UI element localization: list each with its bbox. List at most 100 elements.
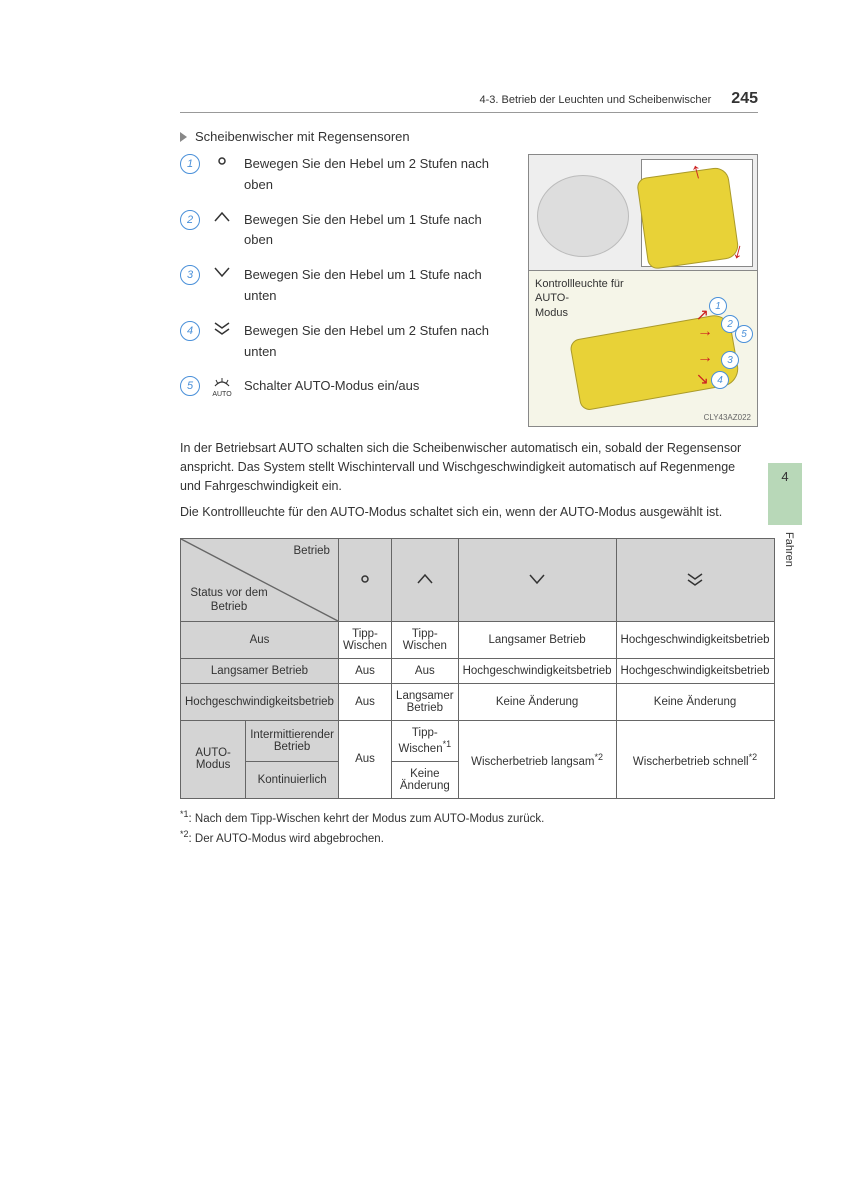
step-number-icon: 1 bbox=[180, 154, 200, 174]
lever-diagram: ↑ ↓ Kontrollleuchte für AUTO- Modus ↗ → … bbox=[528, 154, 758, 427]
footnote-mark: *2 bbox=[749, 752, 758, 762]
paragraph: Die Kontrollleuchte für den AUTO-Modus s… bbox=[180, 503, 758, 522]
diagram-marker: 3 bbox=[721, 351, 739, 369]
footnote-mark: *1 bbox=[180, 809, 189, 819]
diagram-marker: 4 bbox=[711, 371, 729, 389]
footnote-text: : Der AUTO-Modus wird abgebrochen. bbox=[189, 832, 384, 844]
description-paragraphs: In der Betriebsart AUTO schalten sich di… bbox=[180, 439, 758, 522]
diagram-code: CLY43AZ022 bbox=[704, 413, 751, 422]
content-row: 1 Bewegen Sie den Hebel um 2 Stufen nach… bbox=[180, 154, 758, 427]
arrow-icon: → bbox=[697, 323, 713, 341]
step-number-icon: 3 bbox=[180, 265, 200, 285]
arrow-icon: ↗ bbox=[696, 305, 709, 325]
table-row: Aus Tipp-Wischen Tipp-Wischen Langsamer … bbox=[181, 622, 775, 659]
lever-down-icon bbox=[210, 265, 234, 282]
col-header-icon bbox=[458, 539, 616, 622]
diagram-label: Kontrollleuchte für AUTO- Modus bbox=[535, 277, 624, 320]
manual-page: 4-3. Betrieb der Leuchten und Scheibenwi… bbox=[0, 0, 848, 1200]
cell-text: Wischerbetrieb langsam bbox=[471, 755, 594, 767]
table-diagonal-header: Betrieb Status vor dem Betrieb bbox=[181, 539, 339, 622]
section-title: 4-3. Betrieb der Leuchten und Scheibenwi… bbox=[480, 94, 712, 106]
step-number-icon: 4 bbox=[180, 321, 200, 341]
table-cell: Tipp-Wischen bbox=[392, 622, 459, 659]
col-header-icon bbox=[616, 539, 774, 622]
lever-shape bbox=[636, 166, 740, 270]
mode-table: Betrieb Status vor dem Betrieb Aus Tipp-… bbox=[180, 538, 775, 799]
arrow-icon: ↘ bbox=[696, 369, 709, 389]
table-cell: Aus bbox=[338, 684, 391, 721]
lever-auto-icon: AUTO bbox=[210, 376, 234, 398]
table-cell: Langsamer Betrieb bbox=[458, 622, 616, 659]
diag-top-label: Betrieb bbox=[294, 545, 330, 557]
page-number: 245 bbox=[731, 90, 758, 108]
row-header: Aus bbox=[181, 622, 339, 659]
step-item: 3 Bewegen Sie den Hebel um 1 Stufe nach … bbox=[180, 265, 514, 307]
step-item: 1 Bewegen Sie den Hebel um 2 Stufen nach… bbox=[180, 154, 514, 196]
table-cell: Wischerbetrieb schnell*2 bbox=[616, 721, 774, 799]
page-header: 4-3. Betrieb der Leuchten und Scheibenwi… bbox=[180, 90, 758, 113]
table-cell: Hochgeschwindigkeitsbetrieb bbox=[458, 659, 616, 684]
table-cell: Aus bbox=[392, 659, 459, 684]
inset-box: ↑ ↓ bbox=[641, 159, 753, 267]
row-header-sub: Kontinuierlich bbox=[246, 761, 339, 798]
footnote-mark: *2 bbox=[594, 752, 603, 762]
step-text: Bewegen Sie den Hebel um 1 Stufe nach ob… bbox=[244, 210, 514, 252]
step-text: Bewegen Sie den Hebel um 2 Stufen nach o… bbox=[244, 154, 514, 196]
row-header: Hochgeschwindigkeitsbetrieb bbox=[181, 684, 339, 721]
cell-text: Tipp-Wischen bbox=[399, 727, 443, 755]
table-cell: Aus bbox=[338, 721, 391, 799]
footnote: *1: Nach dem Tipp-Wischen kehrt der Modu… bbox=[180, 809, 758, 825]
diagram-label-line: AUTO- bbox=[535, 292, 569, 304]
footnotes: *1: Nach dem Tipp-Wischen kehrt der Modu… bbox=[180, 809, 758, 845]
step-item: 5 AUTO Schalter AUTO-Modus ein/aus bbox=[180, 376, 514, 398]
table-cell: Wischerbetrieb langsam*2 bbox=[458, 721, 616, 799]
footnote-mark: *1 bbox=[443, 739, 452, 749]
cell-text: Wischerbetrieb schnell bbox=[633, 755, 749, 767]
table-cell: Hochgeschwindigkeitsbetrieb bbox=[616, 659, 774, 684]
col-header-icon bbox=[392, 539, 459, 622]
step-text: Schalter AUTO-Modus ein/aus bbox=[244, 376, 514, 397]
table-row: Hochgeschwindigkeitsbetrieb Aus Langsame… bbox=[181, 684, 775, 721]
chapter-tab: 4 bbox=[768, 463, 802, 525]
lever-dbl-down-icon bbox=[210, 321, 234, 338]
diagram-marker: 5 bbox=[735, 325, 753, 343]
arrow-icon: → bbox=[697, 349, 713, 367]
row-header: Langsamer Betrieb bbox=[181, 659, 339, 684]
step-item: 4 Bewegen Sie den Hebel um 2 Stufen nach… bbox=[180, 321, 514, 363]
row-header-group: AUTO-Modus bbox=[181, 721, 246, 799]
table-cell: Aus bbox=[338, 659, 391, 684]
table-cell: Hochgeschwindigkeitsbetrieb bbox=[616, 622, 774, 659]
table-cell: Keine Änderung bbox=[616, 684, 774, 721]
chapter-number: 4 bbox=[781, 469, 788, 484]
bullet-icon bbox=[180, 132, 187, 142]
diag-bottom-label: Status vor dem Betrieb bbox=[189, 587, 269, 615]
diagram-label-line: Kontrollleuchte für bbox=[535, 278, 624, 290]
step-item: 2 Bewegen Sie den Hebel um 1 Stufe nach … bbox=[180, 210, 514, 252]
table-row: Langsamer Betrieb Aus Aus Hochgeschwindi… bbox=[181, 659, 775, 684]
step-list: 1 Bewegen Sie den Hebel um 2 Stufen nach… bbox=[180, 154, 514, 427]
paragraph: In der Betriebsart AUTO schalten sich di… bbox=[180, 439, 758, 495]
diagram-marker: 1 bbox=[709, 297, 727, 315]
table-cell: Langsamer Betrieb bbox=[392, 684, 459, 721]
lever-up-icon bbox=[210, 210, 234, 227]
table-cell: Keine Änderung bbox=[392, 761, 459, 798]
lever-shape bbox=[569, 312, 741, 411]
steering-wheel-shape bbox=[537, 175, 629, 257]
diagram-bottom-panel: Kontrollleuchte für AUTO- Modus ↗ → → ↘ … bbox=[528, 271, 758, 427]
step-text: Bewegen Sie den Hebel um 1 Stufe nach un… bbox=[244, 265, 514, 307]
diagram-top-panel: ↑ ↓ bbox=[528, 154, 758, 271]
chapter-label: Fahren bbox=[783, 532, 795, 567]
table-cell: Tipp-Wischen bbox=[338, 622, 391, 659]
footnote: *2: Der AUTO-Modus wird abgebrochen. bbox=[180, 829, 758, 845]
subtitle-row: Scheibenwischer mit Regensensoren bbox=[180, 129, 758, 144]
table-cell: Keine Änderung bbox=[458, 684, 616, 721]
subtitle-text: Scheibenwischer mit Regensensoren bbox=[195, 129, 410, 144]
step-number-icon: 2 bbox=[180, 210, 200, 230]
footnote-mark: *2 bbox=[180, 829, 189, 839]
table-cell: Tipp-Wischen*1 bbox=[392, 721, 459, 762]
col-header-icon bbox=[338, 539, 391, 622]
auto-label: AUTO bbox=[210, 391, 234, 398]
row-header-sub: Intermittierender Betrieb bbox=[246, 721, 339, 762]
step-text: Bewegen Sie den Hebel um 2 Stufen nach u… bbox=[244, 321, 514, 363]
diagram-label-line: Modus bbox=[535, 307, 568, 319]
